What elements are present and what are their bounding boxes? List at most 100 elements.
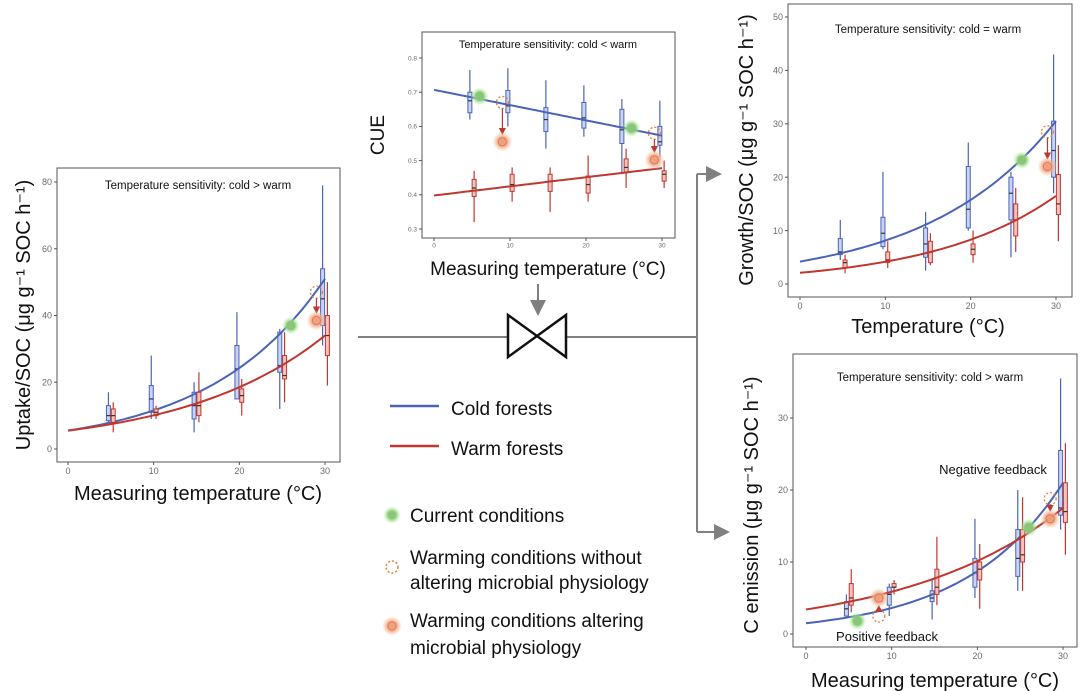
y-tick-label: 20 bbox=[773, 172, 783, 182]
boxplot bbox=[880, 171, 886, 250]
boxplot bbox=[965, 142, 971, 231]
marker-warming-physiology-core bbox=[874, 593, 884, 603]
y-tick-label: 0.8 bbox=[408, 55, 417, 62]
boxplot-box bbox=[965, 166, 971, 229]
chart-title: Temperature sensitivity: cold < warm bbox=[459, 39, 637, 51]
boxplot-box bbox=[848, 583, 854, 606]
y-tick-label: 20 bbox=[42, 377, 52, 387]
marker-warming-physiology-core bbox=[649, 155, 659, 165]
boxplot bbox=[977, 544, 983, 609]
boxplot-box bbox=[581, 101, 587, 129]
chart-emission: 0 10 20 30 0 10 20 30 Temperature sensitivity: c… bbox=[741, 353, 1078, 691]
boxplot bbox=[970, 230, 976, 263]
chart-cue: 0 10 20 30 0.3 0.4 0.5 0.6 0.7 0.8 Temperature sen… bbox=[368, 31, 676, 280]
marker-warming-physiology bbox=[1037, 156, 1058, 177]
series-warm bbox=[805, 443, 1068, 613]
marker-warming-physiology-core bbox=[1045, 514, 1055, 524]
boxplot bbox=[277, 328, 283, 409]
legend-no-physiology-line1: Warming conditions without bbox=[410, 548, 642, 569]
boxplot bbox=[934, 536, 940, 606]
boxplot bbox=[239, 378, 245, 416]
fit-curve bbox=[799, 195, 1057, 274]
boxplot-box bbox=[1008, 176, 1014, 221]
marker-warming-physiology bbox=[868, 588, 889, 608]
boxplot bbox=[1055, 145, 1061, 242]
fit-curve bbox=[799, 120, 1057, 263]
legend-no-physiology-line2: altering microbial physiology bbox=[410, 573, 649, 594]
boxplot-box bbox=[837, 238, 843, 256]
x-axis-label: Measuring temperature (°C) bbox=[430, 259, 666, 280]
boxplot-box bbox=[505, 89, 511, 114]
annotation-positive-feedback: Positive feedback bbox=[836, 629, 938, 644]
marker-warming-physiology bbox=[644, 149, 665, 170]
y-tick-label: 10 bbox=[773, 226, 783, 236]
boxplot-box bbox=[467, 91, 473, 114]
fit-curve bbox=[433, 167, 663, 197]
valve-icon bbox=[506, 312, 568, 360]
legend-physiology-line2: microbial physiology bbox=[410, 638, 582, 659]
boxplot bbox=[105, 392, 111, 423]
x-axis-label: Temperature (°C) bbox=[851, 316, 1005, 338]
y-tick-label: 0 bbox=[783, 629, 788, 639]
x-tick-label: 30 bbox=[658, 243, 666, 250]
boxplot-box bbox=[929, 590, 935, 603]
warming-conditions-icon-core bbox=[387, 621, 397, 631]
x-tick-label: 0 bbox=[65, 466, 70, 476]
marker-current-core bbox=[475, 91, 485, 101]
legend-warm-label: Warm forests bbox=[451, 439, 563, 460]
marker-warming-physiology-core bbox=[497, 137, 507, 147]
boxplot bbox=[1020, 497, 1026, 591]
series-warm bbox=[67, 282, 330, 433]
boxplot-box bbox=[282, 355, 288, 380]
y-tick-label: 60 bbox=[42, 244, 52, 254]
chart-growth: 0 10 20 30 0 10 20 30 40 50 Temperature sensitivit… bbox=[736, 3, 1073, 338]
series-warm bbox=[433, 148, 667, 223]
boxplot-box bbox=[105, 405, 111, 422]
chart-uptake: 0 10 20 30 0 20 40 60 80 Temperature sensitivity:… bbox=[13, 167, 341, 505]
boxplot bbox=[471, 170, 477, 223]
boxplot bbox=[661, 160, 667, 188]
marker-warming-physiology bbox=[1040, 508, 1061, 529]
charts: 0 10 20 30 0 20 40 60 80 Temperature sensitivity:… bbox=[13, 3, 1078, 691]
y-tick-label: 20 bbox=[778, 485, 788, 495]
boxplot bbox=[1008, 171, 1014, 258]
x-axis-label: Measuring temperature (°C) bbox=[74, 483, 322, 505]
current-conditions-icon-core bbox=[388, 511, 396, 519]
boxplot bbox=[885, 241, 891, 268]
y-tick-label: 0 bbox=[47, 444, 52, 454]
y-tick-label: 0.4 bbox=[408, 192, 417, 199]
plot-area bbox=[792, 353, 1078, 648]
x-axis-label: Measuring temperature (°C) bbox=[811, 670, 1059, 691]
annotation-negative-feedback: Negative feedback bbox=[939, 462, 1047, 477]
boxplot-box bbox=[1062, 482, 1068, 523]
chart-title: Temperature sensitivity: cold > warm bbox=[837, 372, 1023, 384]
legend: Cold forests Warm forests Current condit… bbox=[382, 399, 649, 659]
y-axis-label: C emission (μg g⁻¹ SOC h⁻¹) bbox=[741, 376, 763, 633]
y-axis-label: Growth/SOC (μg g⁻¹ SOC h⁻¹) bbox=[736, 14, 758, 286]
y-tick-label: 0.6 bbox=[408, 124, 417, 131]
series-warm bbox=[799, 145, 1061, 274]
boxplot bbox=[1062, 443, 1068, 555]
boxplot-box bbox=[923, 227, 929, 258]
x-tick-label: 20 bbox=[234, 466, 244, 476]
warming-conditions-icon bbox=[382, 616, 402, 636]
y-tick-label: 0 bbox=[778, 279, 783, 289]
boxplot-box bbox=[885, 251, 891, 264]
marker-current-core bbox=[627, 123, 637, 133]
x-tick-label: 30 bbox=[1051, 301, 1061, 311]
chart-title: Temperature sensitivity: cold > warm bbox=[105, 180, 291, 192]
x-tick-label: 10 bbox=[887, 651, 897, 661]
marker-current-core bbox=[1017, 155, 1027, 165]
x-tick-label: 0 bbox=[797, 301, 802, 311]
x-tick-label: 10 bbox=[880, 301, 890, 311]
y-tick-label: 80 bbox=[42, 177, 52, 187]
boxplot-box bbox=[509, 173, 515, 192]
legend-current-label: Current conditions bbox=[410, 506, 564, 527]
boxplot-box bbox=[661, 170, 667, 182]
y-tick-label: 40 bbox=[773, 66, 783, 76]
legend-cold-label: Cold forests bbox=[451, 399, 552, 420]
y-tick-label: 0.5 bbox=[408, 158, 417, 165]
y-tick-label: 10 bbox=[778, 557, 788, 567]
x-tick-label: 30 bbox=[320, 466, 330, 476]
